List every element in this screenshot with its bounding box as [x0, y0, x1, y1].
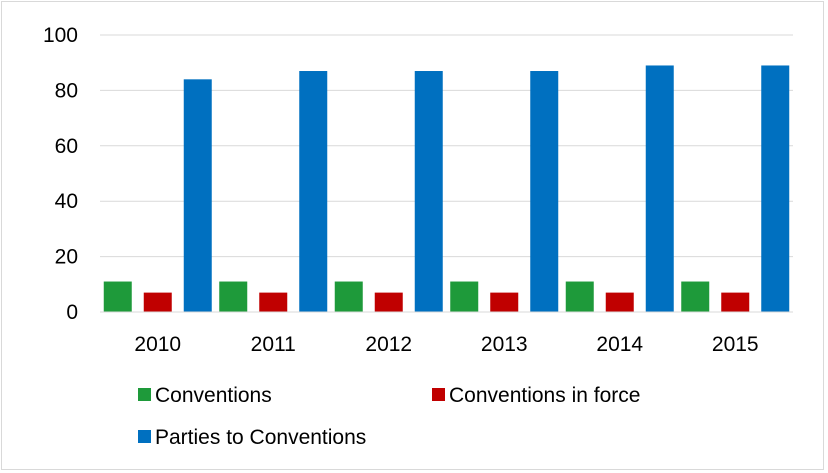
y-tick-label: 60: [55, 135, 78, 158]
bar: [565, 281, 594, 312]
bars: [103, 65, 790, 312]
y-tick-label: 80: [55, 79, 78, 102]
y-axis-tick-labels: 0 20 40 60 80 100: [43, 24, 78, 324]
bar: [259, 292, 288, 312]
x-tick-label: 2015: [712, 333, 759, 356]
bar: [219, 281, 248, 312]
bar: [143, 292, 172, 312]
bar: [103, 281, 132, 312]
bar: [761, 65, 790, 312]
bar: [414, 71, 443, 312]
bar: [374, 292, 403, 312]
x-tick-label: 2013: [481, 333, 528, 356]
bar: [645, 65, 674, 312]
bar: [681, 281, 710, 312]
x-axis-tick-labels: 2010 2011 2012 2013 2014 2015: [134, 333, 758, 356]
legend-label: Conventions: [155, 384, 272, 407]
bar: [334, 281, 363, 312]
y-tick-label: 20: [55, 246, 78, 269]
gridlines: [100, 34, 793, 258]
legend-label: Conventions in force: [449, 384, 640, 407]
x-tick-label: 2010: [134, 333, 181, 356]
legend-swatch: [432, 388, 445, 401]
x-tick-label: 2011: [251, 333, 296, 356]
y-tick-label: 40: [55, 190, 78, 213]
legend-swatch: [138, 430, 151, 443]
bar: [605, 292, 634, 312]
x-tick-label: 2012: [365, 333, 412, 356]
bar: [299, 71, 328, 312]
legend-label: Parties to Conventions: [155, 426, 366, 449]
bar: [490, 292, 519, 312]
bar: [450, 281, 479, 312]
y-tick-label: 0: [66, 301, 78, 324]
bar: [530, 71, 559, 312]
bar: [183, 79, 212, 312]
y-tick-label: 100: [43, 24, 78, 47]
x-tick-label: 2014: [596, 333, 643, 356]
legend: Conventions Conventions in force Parties t…: [138, 384, 640, 449]
legend-swatch: [138, 388, 151, 401]
bar: [721, 292, 750, 312]
